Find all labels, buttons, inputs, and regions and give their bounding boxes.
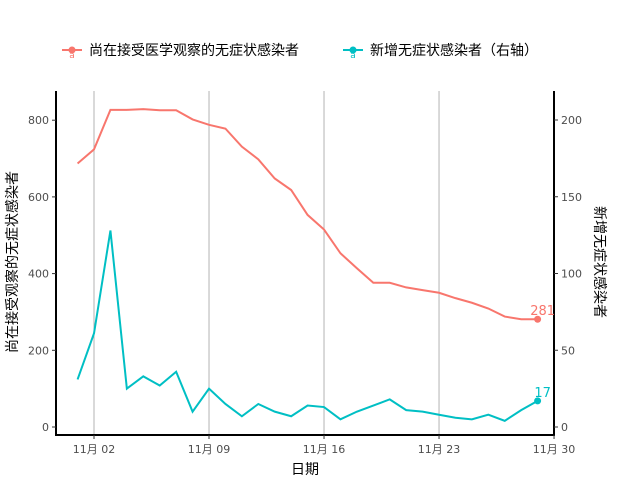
y-tick-label: 600 xyxy=(28,191,49,204)
legend-key-letter: a xyxy=(69,51,75,61)
legend-label: 新增无症状感染者（右轴） xyxy=(370,42,538,59)
x-tick-label: 11月 16 xyxy=(303,443,346,456)
series-line-1 xyxy=(76,230,539,422)
y2-tick-label: 50 xyxy=(561,344,575,357)
series-line-0 xyxy=(76,108,538,321)
y-tick-label: 800 xyxy=(28,114,49,127)
x-tick-label: 11月 02 xyxy=(73,443,116,456)
legend-key-point xyxy=(349,46,357,54)
y2-tick-label: 150 xyxy=(561,191,582,204)
end-label-0: 281 xyxy=(530,304,555,319)
y-tick-label: 200 xyxy=(28,344,49,357)
y2-axis-title: 新增无症状感染者 xyxy=(591,206,608,318)
end-point-1 xyxy=(534,397,542,405)
legend-item-1: a 新增无症状感染者（右轴） xyxy=(343,42,538,61)
y2-tick-label: 0 xyxy=(561,421,568,434)
y-axis-title: 尚在接受观察的无症状感染者 xyxy=(4,171,21,353)
legend-item-0: a 尚在接受医学观察的无症状感染者 xyxy=(62,42,299,61)
x-tick-label: 11月 09 xyxy=(188,443,231,456)
end-label-1: 17 xyxy=(534,386,551,401)
y-tick-label: 400 xyxy=(28,268,49,281)
x-axis-title: 日期 xyxy=(291,462,319,478)
y2-tick-label: 100 xyxy=(561,268,582,281)
end-point-0 xyxy=(534,315,542,323)
y2-tick-label: 200 xyxy=(561,114,582,127)
x-tick-label: 11月 23 xyxy=(418,443,461,456)
legend-key-point xyxy=(68,46,76,54)
legend-label: 尚在接受医学观察的无症状感染者 xyxy=(89,42,299,59)
x-tick-label: 11月 30 xyxy=(533,443,576,456)
y-tick-label: 0 xyxy=(42,421,49,434)
legend-key-letter: a xyxy=(350,51,356,61)
